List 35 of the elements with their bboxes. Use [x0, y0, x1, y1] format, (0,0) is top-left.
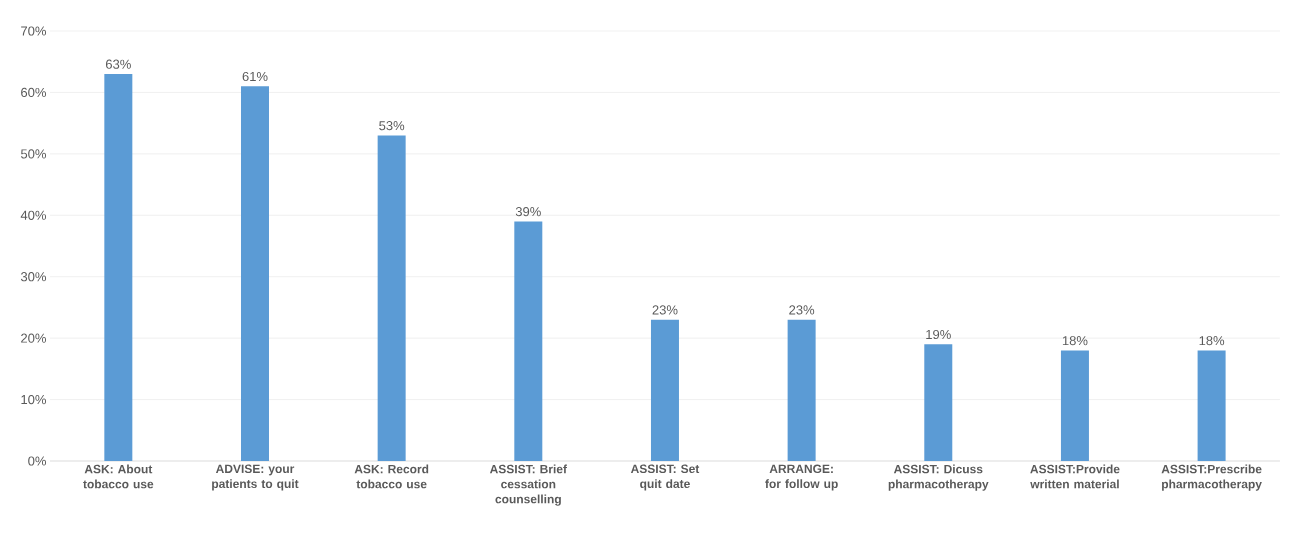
- x-tick-label: ASK: Record tobacco use: [354, 464, 429, 489]
- y-tick-label: 20%: [21, 333, 47, 343]
- data-label: 23%: [789, 305, 815, 315]
- data-label: 53%: [379, 121, 405, 131]
- y-tick-label: 50%: [20, 149, 47, 159]
- bar: [514, 221, 543, 461]
- bar: [104, 74, 133, 461]
- y-tick-label: 70%: [21, 26, 47, 36]
- y-tick-label: 0%: [28, 456, 47, 466]
- bar: [1197, 350, 1226, 461]
- bar: [787, 319, 816, 461]
- data-label: 61%: [242, 71, 268, 82]
- data-label: 23%: [652, 305, 678, 315]
- bar: [650, 319, 679, 461]
- x-tick-label: ARRANGE: for follow up: [765, 464, 838, 491]
- data-label: 39%: [515, 207, 541, 217]
- data-label: 18%: [1199, 336, 1225, 346]
- y-tick-label: 30%: [20, 272, 47, 282]
- bar: [924, 344, 953, 461]
- x-tick-label: ASSIST: Set quit date: [630, 464, 700, 491]
- x-tick-label: ASSIST: Dicuss pharmacotherapy: [888, 464, 989, 491]
- x-tick-label: ASSIST:Provide written material: [1030, 464, 1120, 489]
- bar: [377, 135, 406, 461]
- data-label: 19%: [926, 329, 951, 340]
- bar: [1060, 350, 1089, 461]
- bar: [240, 86, 269, 461]
- x-tick-label: ASSIST: Brief cessation counselling: [489, 464, 567, 506]
- y-tick-label: 60%: [21, 87, 47, 98]
- y-tick-label: 10%: [21, 394, 47, 405]
- x-tick-label: ADVISE: your patients to quit: [212, 464, 299, 491]
- x-tick-label: ASSIST:Prescribe pharmacotherapy: [1161, 464, 1262, 491]
- y-tick-label: 40%: [20, 210, 47, 220]
- x-tick-label: ASK: About tobacco use: [83, 464, 154, 489]
- data-label: 18%: [1062, 336, 1088, 346]
- data-label: 63%: [105, 59, 131, 69]
